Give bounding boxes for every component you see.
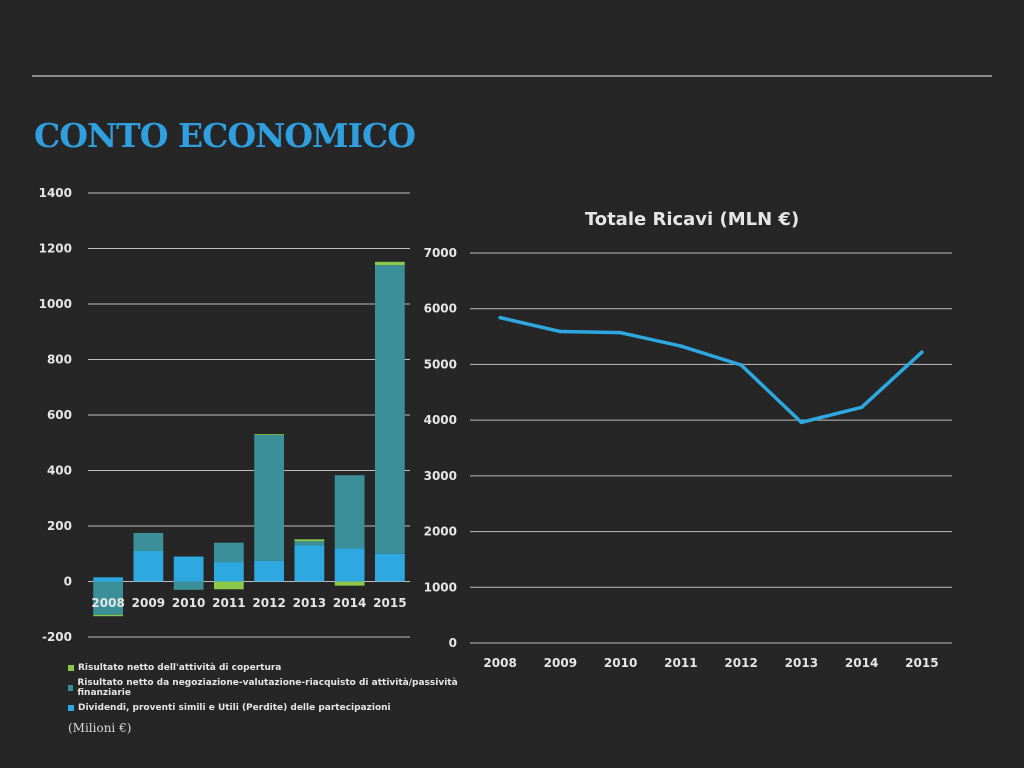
bar-segment <box>93 614 124 617</box>
x-tick-label: 2014 <box>845 656 878 670</box>
x-tick-label: 2008 <box>91 596 124 610</box>
x-tick-label: 2009 <box>544 656 577 670</box>
data-point <box>558 329 563 334</box>
y-tick-label: 0 <box>64 575 72 589</box>
y-tick-label: 7000 <box>424 246 457 260</box>
y-tick-label: -200 <box>42 630 72 644</box>
legend-label: Dividendi, proventi simili e Utili (Perd… <box>78 703 391 713</box>
y-tick-label: 4000 <box>424 413 457 427</box>
data-point <box>618 330 623 335</box>
x-tick-label: 2015 <box>905 656 938 670</box>
legend-item-negoziazione: Risultato netto da negoziazione-valutazi… <box>68 678 468 698</box>
y-tick-label: 1000 <box>39 297 72 311</box>
x-tick-label: 2011 <box>664 656 697 670</box>
bar-segment <box>254 434 285 561</box>
page-title: CONTO ECONOMICO <box>34 116 416 155</box>
units-note: (Milioni €) <box>68 721 132 735</box>
legend-swatch <box>68 685 74 691</box>
y-tick-label: 1000 <box>424 580 457 594</box>
bar-segment <box>294 539 325 542</box>
bar-segment <box>213 542 244 563</box>
legend-swatch <box>68 705 74 711</box>
top-rule <box>32 75 992 77</box>
y-tick-label: 200 <box>47 519 72 533</box>
y-tick-label: 600 <box>47 408 72 422</box>
y-tick-label: 800 <box>47 353 72 367</box>
x-tick-label: 2015 <box>373 596 406 610</box>
legend-label: Risultato netto da negoziazione-valutazi… <box>77 678 458 698</box>
legend-label: Risultato netto dell'attività di copertu… <box>78 663 282 673</box>
y-tick-label: 1200 <box>39 242 72 256</box>
bar-segment <box>133 550 164 582</box>
y-tick-label: 0 <box>449 636 457 650</box>
data-point <box>498 315 502 320</box>
bar-segment <box>254 434 285 435</box>
x-tick-label: 2010 <box>172 596 205 610</box>
x-tick-label: 2010 <box>604 656 637 670</box>
bar-segment <box>334 475 365 549</box>
legend-swatch <box>68 665 74 671</box>
bar-segment <box>294 545 325 582</box>
y-tick-label: 5000 <box>424 357 457 371</box>
bar-segment <box>374 265 405 554</box>
y-tick-label: 1400 <box>39 186 72 200</box>
bar-segment <box>93 577 124 582</box>
bar-segment <box>173 556 204 582</box>
bar-segment <box>374 553 405 582</box>
bar-segment <box>213 581 244 590</box>
bar-segment <box>254 560 285 582</box>
x-tick-label: 2012 <box>252 596 285 610</box>
x-tick-label: 2012 <box>724 656 757 670</box>
data-point <box>859 405 864 410</box>
y-tick-label: 2000 <box>424 525 457 539</box>
bar-segment <box>334 548 365 582</box>
y-tick-label: 400 <box>47 464 72 478</box>
legend-item-copertura: Risultato netto dell'attività di copertu… <box>68 658 468 678</box>
bar-chart-legend: Risultato netto dell'attività di copertu… <box>68 658 468 718</box>
legend-item-dividendi: Dividendi, proventi simili e Utili (Perd… <box>68 698 468 718</box>
x-tick-label: 2013 <box>293 596 326 610</box>
x-tick-label: 2013 <box>785 656 818 670</box>
data-point <box>799 420 804 425</box>
bar-segment <box>133 532 164 551</box>
data-point <box>679 344 683 348</box>
x-tick-label: 2009 <box>132 596 165 610</box>
line-chart-title: Totale Ricavi (MLN €) <box>585 209 799 230</box>
x-tick-label: 2008 <box>483 656 516 670</box>
x-tick-label: 2014 <box>333 596 366 610</box>
bar-segment <box>294 541 325 546</box>
bar-segment <box>93 581 124 615</box>
data-point <box>920 350 924 354</box>
series-line <box>499 315 924 425</box>
y-tick-label: 3000 <box>424 469 457 483</box>
x-tick-label: 2011 <box>212 596 245 610</box>
data-point <box>739 363 743 367</box>
bar-segment <box>374 261 405 266</box>
y-tick-label: 6000 <box>424 302 457 316</box>
bar-segment <box>173 581 204 590</box>
bar-segment <box>334 581 365 586</box>
bar-segment <box>213 562 244 582</box>
